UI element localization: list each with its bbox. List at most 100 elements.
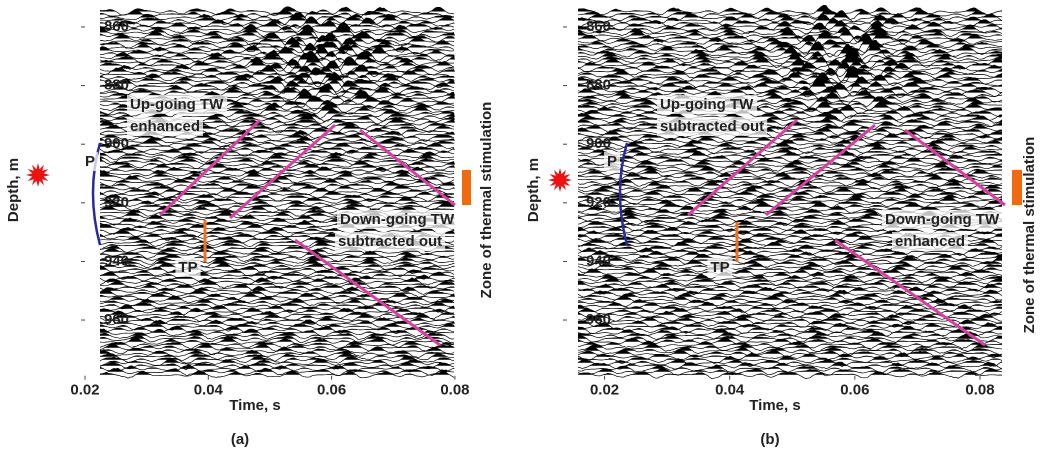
trace-line	[577, 38, 1003, 55]
trace-fill	[578, 157, 1002, 162]
trace-fill	[578, 92, 1002, 99]
trace-fill	[578, 40, 1002, 48]
trace-line	[99, 202, 455, 212]
annotation-backing	[175, 257, 201, 277]
annotation: subtracted out	[338, 233, 442, 250]
trace-line	[99, 21, 455, 34]
trace-line	[99, 292, 455, 301]
trace-line	[577, 111, 1002, 122]
trace-line	[99, 71, 455, 86]
trace-fill	[578, 100, 1002, 105]
trace-line	[577, 205, 1003, 214]
trace-fill	[578, 102, 1002, 108]
trace-fill	[578, 371, 1002, 375]
annotation-backing	[127, 116, 204, 136]
annotation-backing	[707, 257, 733, 277]
trace-line	[577, 268, 1003, 277]
trace-line	[577, 154, 1003, 163]
trace-line	[99, 304, 455, 314]
trace-fill	[100, 308, 455, 312]
trace-line	[99, 328, 455, 338]
annotation: enhanced	[895, 233, 965, 250]
trace-fill	[578, 274, 1002, 279]
trace-line	[577, 10, 1003, 23]
annotation-backing	[81, 151, 99, 171]
trace-line	[577, 150, 1003, 161]
trace-fill	[100, 281, 455, 285]
trace-line	[577, 298, 1003, 308]
trace-fill	[578, 313, 1002, 318]
trace-line	[577, 66, 1003, 80]
wave-line	[229, 123, 336, 220]
trace-fill	[578, 350, 1002, 354]
annotation: subtracted out	[660, 118, 764, 135]
y-tick-label: 900	[586, 135, 611, 152]
y-tick-label: 880	[586, 77, 611, 94]
trace-line	[577, 289, 1003, 298]
trace-fill	[578, 119, 1002, 123]
trace-fill	[578, 233, 1002, 237]
p-wave-arc	[618, 142, 629, 246]
trace-line	[99, 32, 455, 47]
trace-line	[577, 273, 1003, 284]
trace-line	[99, 52, 455, 69]
trace-fill	[100, 353, 455, 357]
trace-fill	[100, 160, 455, 165]
annotation: Up-going TW	[130, 96, 224, 113]
trace-fill	[578, 322, 1002, 327]
y-tick-label: 880	[104, 77, 129, 94]
y-tick-label: 940	[104, 252, 129, 269]
annotation: P	[607, 153, 617, 170]
trace-fill	[578, 89, 1002, 96]
x-tick-label: 0.02	[70, 382, 99, 399]
trace-line	[99, 200, 455, 208]
trace-line	[577, 39, 1003, 56]
trace-fill	[578, 38, 1002, 45]
trace-fill	[100, 346, 455, 351]
trace-fill	[578, 250, 1002, 255]
trace-fill	[100, 191, 455, 195]
trace-fill	[578, 10, 1002, 18]
trace-line	[577, 33, 1003, 47]
trace-fill	[578, 30, 1002, 36]
trace-line	[99, 341, 455, 350]
wave-line	[834, 238, 986, 347]
trace-line	[577, 307, 1003, 317]
trace-line	[99, 259, 455, 268]
wave-line	[765, 123, 876, 217]
trace-line	[578, 346, 1003, 356]
trace-fill	[578, 14, 1002, 21]
trace-fill	[100, 197, 455, 201]
trace-line	[99, 343, 455, 352]
trace-fill	[578, 304, 1002, 309]
annotation-backing	[335, 231, 446, 251]
x-tick-label: 0.04	[715, 382, 745, 399]
trace-line	[99, 182, 455, 190]
trace-line	[577, 283, 1003, 293]
trace-line	[577, 132, 1003, 142]
y-tick-label: 860	[586, 18, 611, 35]
trace-fill	[100, 83, 455, 90]
trace-line	[577, 85, 1003, 99]
trace-fill	[100, 295, 455, 300]
trace-fill	[578, 368, 1002, 372]
trace-fill	[100, 179, 455, 183]
annotation: P	[85, 153, 95, 170]
trace-line	[578, 343, 1003, 352]
source-star	[26, 163, 50, 187]
trace-fill	[578, 358, 1002, 363]
trace-line	[99, 284, 455, 293]
trace-line	[99, 353, 454, 362]
annotation-backing	[603, 151, 621, 171]
trace-line	[99, 253, 455, 263]
trace-line	[99, 163, 455, 172]
y-tick-label: 960	[104, 311, 129, 328]
trace-fill	[100, 151, 455, 156]
annotation-backing	[127, 94, 228, 114]
trace-line	[577, 259, 1003, 269]
trace-fill	[578, 344, 1002, 348]
trace-line	[577, 325, 1003, 335]
trace-fill	[100, 256, 455, 261]
trace-fill	[578, 191, 1002, 195]
trace-line	[577, 4, 1003, 16]
